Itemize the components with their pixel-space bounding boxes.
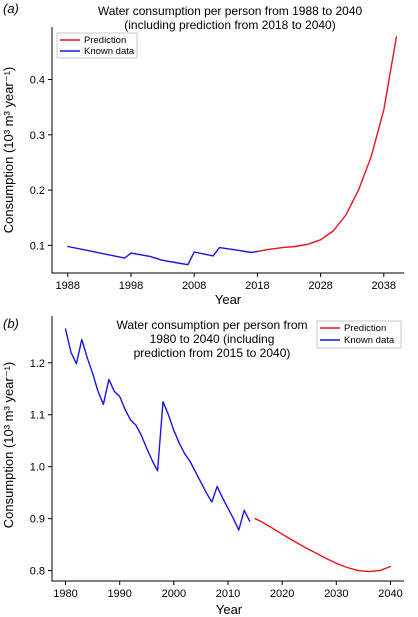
panel-a: (a) Water consumption per person from 19… bbox=[1, 1, 404, 307]
y-tick-label: 1.0 bbox=[30, 462, 45, 474]
panel-a-x-ticks: 1988 1998 2008 2018 2028 2038 bbox=[56, 273, 396, 292]
panel-a-legend-label-known: Known data bbox=[84, 46, 135, 57]
panel-b-x-axis-title: Year bbox=[216, 602, 243, 617]
panel-b-legend: Prediction Known data bbox=[316, 320, 402, 349]
x-tick-label: 2028 bbox=[308, 280, 332, 292]
panel-a-legend-box bbox=[56, 32, 138, 59]
x-tick-label: 2040 bbox=[378, 588, 402, 600]
y-tick-label: 0.8 bbox=[30, 566, 45, 578]
series-line-known-data bbox=[64, 328, 251, 531]
x-tick-label: 2018 bbox=[245, 280, 269, 292]
panel-b-legend-label-prediction: Prediction bbox=[344, 323, 386, 334]
series-line-prediction bbox=[256, 36, 398, 253]
x-tick-label: 1998 bbox=[119, 280, 143, 292]
panel-b-legend-box bbox=[316, 320, 402, 349]
panel-a-axes bbox=[51, 27, 404, 274]
x-tick-label: 2038 bbox=[372, 280, 396, 292]
panel-a-x-axis-title: Year bbox=[215, 292, 242, 307]
panel-a-title-line-2: (including prediction from 2018 to 2040) bbox=[124, 18, 335, 32]
x-tick-label: 2008 bbox=[182, 280, 206, 292]
x-tick-label: 1990 bbox=[107, 588, 131, 600]
panel-b-x-ticks: 1980 1990 2000 2010 2020 2030 2040 bbox=[53, 581, 403, 600]
x-tick-label: 1988 bbox=[56, 280, 80, 292]
y-tick-label: 0.2 bbox=[30, 185, 45, 197]
panel-b-series bbox=[64, 328, 392, 573]
panel-b-y-ticks: 0.8 0.9 1.0 1.1 1.2 bbox=[30, 358, 52, 578]
y-tick-label: 0.4 bbox=[30, 75, 45, 87]
y-tick-label: 0.1 bbox=[30, 240, 45, 252]
series-line-prediction bbox=[254, 517, 392, 573]
panel-b-axes bbox=[51, 316, 404, 582]
panel-a-y-ticks: 0.1 0.2 0.3 0.4 bbox=[30, 75, 52, 252]
x-tick-label: 2010 bbox=[216, 588, 240, 600]
y-tick-label: 0.3 bbox=[30, 130, 45, 142]
panel-a-legend: Prediction Known data bbox=[56, 32, 138, 59]
x-tick-label: 2020 bbox=[270, 588, 294, 600]
panel-a-label: (a) bbox=[3, 1, 19, 16]
panel-b-title-line-1: Water consumption per person from bbox=[117, 318, 308, 332]
panel-b-label: (b) bbox=[3, 316, 19, 331]
panel-a-legend-label-prediction: Prediction bbox=[84, 35, 126, 46]
panel-b: (b) Water consumption per person from 19… bbox=[1, 316, 404, 617]
x-tick-label: 2030 bbox=[324, 588, 348, 600]
y-tick-label: 1.1 bbox=[30, 410, 45, 422]
x-tick-label: 1980 bbox=[53, 588, 77, 600]
panel-a-y-axis-title: Consumption (10³ m³ year⁻¹) bbox=[1, 67, 16, 234]
panel-a-series bbox=[67, 36, 398, 266]
panel-b-title-line-3: prediction from 2015 to 2040) bbox=[134, 346, 291, 360]
panel-b-y-axis-title: Consumption (10³ m³ year⁻¹) bbox=[1, 362, 16, 529]
series-line-known-data bbox=[67, 245, 259, 266]
y-tick-label: 0.9 bbox=[30, 514, 45, 526]
panel-b-legend-label-known: Known data bbox=[344, 335, 395, 346]
panel-b-title-line-2: 1980 to 2040 (including bbox=[150, 332, 275, 346]
x-tick-label: 2000 bbox=[162, 588, 186, 600]
y-tick-label: 1.2 bbox=[30, 358, 45, 370]
panel-a-title-line-1: Water consumption per person from 1988 t… bbox=[98, 4, 363, 18]
